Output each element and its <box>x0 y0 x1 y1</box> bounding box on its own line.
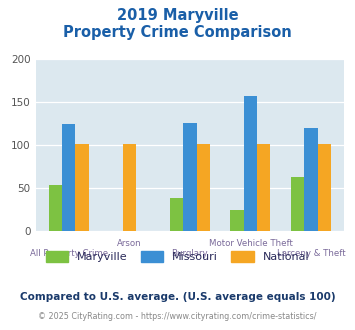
Bar <box>76 144 89 231</box>
Bar <box>197 144 210 231</box>
Bar <box>62 124 76 231</box>
Bar <box>123 144 136 231</box>
Bar <box>170 198 183 231</box>
Bar <box>49 185 62 231</box>
Bar <box>291 177 304 231</box>
Text: © 2025 CityRating.com - https://www.cityrating.com/crime-statistics/: © 2025 CityRating.com - https://www.city… <box>38 312 317 321</box>
Text: Motor Vehicle Theft: Motor Vehicle Theft <box>208 239 293 248</box>
Bar <box>230 210 244 231</box>
Bar <box>318 144 331 231</box>
Legend: Maryville, Missouri, National: Maryville, Missouri, National <box>42 247 313 267</box>
Bar <box>244 96 257 231</box>
Text: Compared to U.S. average. (U.S. average equals 100): Compared to U.S. average. (U.S. average … <box>20 292 335 302</box>
Bar <box>183 123 197 231</box>
Text: Burglary: Burglary <box>171 249 208 258</box>
Text: Property Crime Comparison: Property Crime Comparison <box>63 25 292 40</box>
Bar <box>257 144 271 231</box>
Bar <box>304 128 318 231</box>
Text: Larceny & Theft: Larceny & Theft <box>277 249 345 258</box>
Text: Arson: Arson <box>117 239 142 248</box>
Text: All Property Crime: All Property Crime <box>30 249 108 258</box>
Text: 2019 Maryville: 2019 Maryville <box>117 8 238 23</box>
